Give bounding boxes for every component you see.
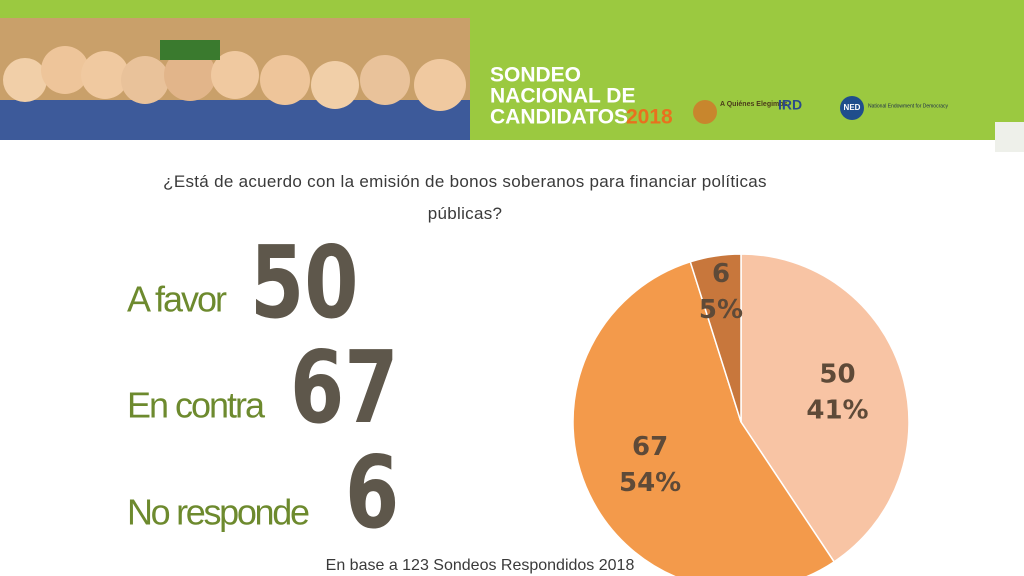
- logo-icon: [693, 100, 717, 124]
- banner-tab: [995, 122, 1024, 152]
- cartoon: [0, 18, 470, 140]
- logo-text: IRD: [778, 97, 802, 113]
- pie-slice: [689, 253, 742, 423]
- banner-title: CANDIDATOS: [490, 106, 628, 129]
- banner-year: 2018: [626, 106, 673, 129]
- big-number: 6: [345, 436, 399, 552]
- slice-percent-label: 5%: [699, 295, 743, 325]
- slice-value-label: 67: [632, 432, 668, 462]
- question-box: ¿Está de acuerdo con la emisión de bonos…: [163, 172, 767, 223]
- slice-percent-label: 54%: [619, 468, 681, 498]
- logo-text: A Quiénes Elegimos: [720, 101, 788, 108]
- logo-text: National Endowment for Democracy: [868, 103, 949, 109]
- big-number: 50: [250, 226, 359, 342]
- category-label: En contra: [127, 385, 266, 426]
- logo-text: NED: [844, 103, 861, 112]
- slice-value-label: 6: [712, 259, 730, 289]
- category-label: No responde: [127, 492, 310, 533]
- slice-value-label: 50: [819, 359, 855, 389]
- category-label: A favor: [127, 279, 227, 320]
- logo-icon: [840, 96, 864, 120]
- banner-title: SONDEO: [490, 64, 581, 87]
- footer: En base a 123 Sondeos Respondidos 2018: [326, 557, 635, 574]
- banner-title: NACIONAL DE: [490, 85, 635, 108]
- pie-slice: [572, 260, 836, 576]
- question: ¿Está de acuerdo con la emisión de bonos…: [163, 172, 767, 223]
- slice-percent-label: 41%: [806, 395, 868, 425]
- big-number: 67: [290, 331, 399, 447]
